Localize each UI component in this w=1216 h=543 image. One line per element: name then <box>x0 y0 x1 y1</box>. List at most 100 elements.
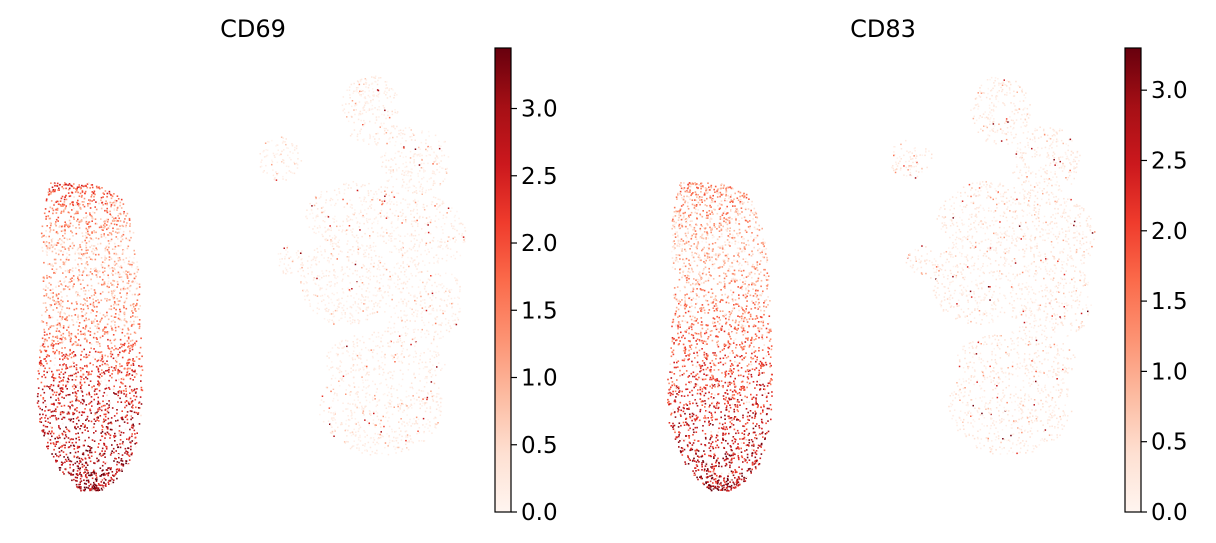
cell-point <box>422 169 425 171</box>
cell-point <box>87 203 89 205</box>
cell-point <box>48 249 51 251</box>
cell-point <box>391 226 393 228</box>
cell-point <box>366 371 369 374</box>
cell-point <box>91 439 94 441</box>
cell-point <box>424 402 426 404</box>
cell-point <box>385 193 387 196</box>
cell-point <box>67 437 70 439</box>
cell-point <box>342 220 344 223</box>
cell-point <box>87 307 89 310</box>
cell-point <box>441 283 443 285</box>
cell-point <box>87 430 89 432</box>
cell-point <box>52 183 55 185</box>
cell-point <box>456 210 458 213</box>
cell-point <box>117 283 119 286</box>
cell-point <box>84 302 86 305</box>
cell-point <box>346 266 348 268</box>
cell-point <box>84 475 87 478</box>
cell-point <box>111 248 114 250</box>
cell-point <box>52 455 55 458</box>
cell-point <box>452 319 454 322</box>
cell-point <box>380 227 383 230</box>
cell-point <box>341 288 344 290</box>
cell-point <box>97 370 100 373</box>
cell-point <box>74 379 77 381</box>
cell-point <box>63 237 66 239</box>
cell-point <box>121 365 123 367</box>
cell-point <box>341 224 344 227</box>
cell-point <box>96 489 98 491</box>
cell-point <box>53 202 56 205</box>
cell-point <box>438 387 440 389</box>
cell-point <box>440 145 442 147</box>
cell-point <box>106 403 108 405</box>
cell-point <box>77 332 79 335</box>
cell-point <box>403 298 406 301</box>
cell-point <box>399 134 402 136</box>
cell-point <box>88 457 91 459</box>
cell-point <box>409 235 411 237</box>
cell-point <box>71 201 73 204</box>
cell-point <box>91 244 93 247</box>
cell-point <box>425 376 427 378</box>
cell-point <box>77 199 79 202</box>
cell-point <box>342 402 344 404</box>
cell-point <box>334 377 337 380</box>
cell-point <box>346 202 348 205</box>
cell-point <box>55 208 58 211</box>
cell-point <box>360 128 362 131</box>
cell-point <box>407 328 409 330</box>
cell-point <box>351 431 354 434</box>
cell-point <box>430 201 433 203</box>
cell-point <box>389 141 391 143</box>
cell-point <box>399 369 402 372</box>
cell-point <box>41 344 44 347</box>
cell-point <box>389 251 391 253</box>
cell-point <box>137 294 139 296</box>
cell-point <box>107 318 110 321</box>
cell-point <box>68 332 71 335</box>
cell-point <box>107 234 110 236</box>
cell-point <box>48 188 51 190</box>
cell-point <box>389 271 391 273</box>
cell-point <box>63 184 65 186</box>
cell-point <box>421 158 423 160</box>
cell-point <box>72 392 74 394</box>
cell-point <box>368 143 370 145</box>
cell-point <box>374 107 376 109</box>
cell-point <box>128 358 130 361</box>
cell-point <box>89 258 92 260</box>
cell-point <box>64 224 66 226</box>
cell-point <box>81 350 83 353</box>
cell-point <box>282 159 284 161</box>
cell-point <box>68 288 71 291</box>
cell-point <box>36 395 39 398</box>
cell-point <box>291 144 294 147</box>
cell-point <box>336 307 339 310</box>
cell-point <box>57 203 60 205</box>
cell-point <box>104 362 106 365</box>
cell-point <box>428 216 431 218</box>
cell-point <box>123 344 125 347</box>
cell-point <box>36 402 39 404</box>
cell-point <box>69 206 71 208</box>
cell-point <box>415 392 418 394</box>
cell-point <box>435 330 437 333</box>
cell-point <box>71 267 74 269</box>
cell-point <box>94 478 97 480</box>
cell-point <box>336 299 339 301</box>
cell-point <box>113 242 116 245</box>
cell-point <box>344 370 347 372</box>
cell-point <box>401 214 404 217</box>
cell-point <box>68 307 71 310</box>
cell-point <box>129 223 131 225</box>
cell-point <box>356 221 359 223</box>
cell-point <box>107 286 109 289</box>
cell-point <box>399 235 402 237</box>
cell-point <box>427 130 430 133</box>
cell-point <box>127 245 130 248</box>
cell-point <box>370 204 373 206</box>
cell-point <box>383 198 386 200</box>
cell-point <box>364 232 366 235</box>
cell-point <box>427 370 430 373</box>
